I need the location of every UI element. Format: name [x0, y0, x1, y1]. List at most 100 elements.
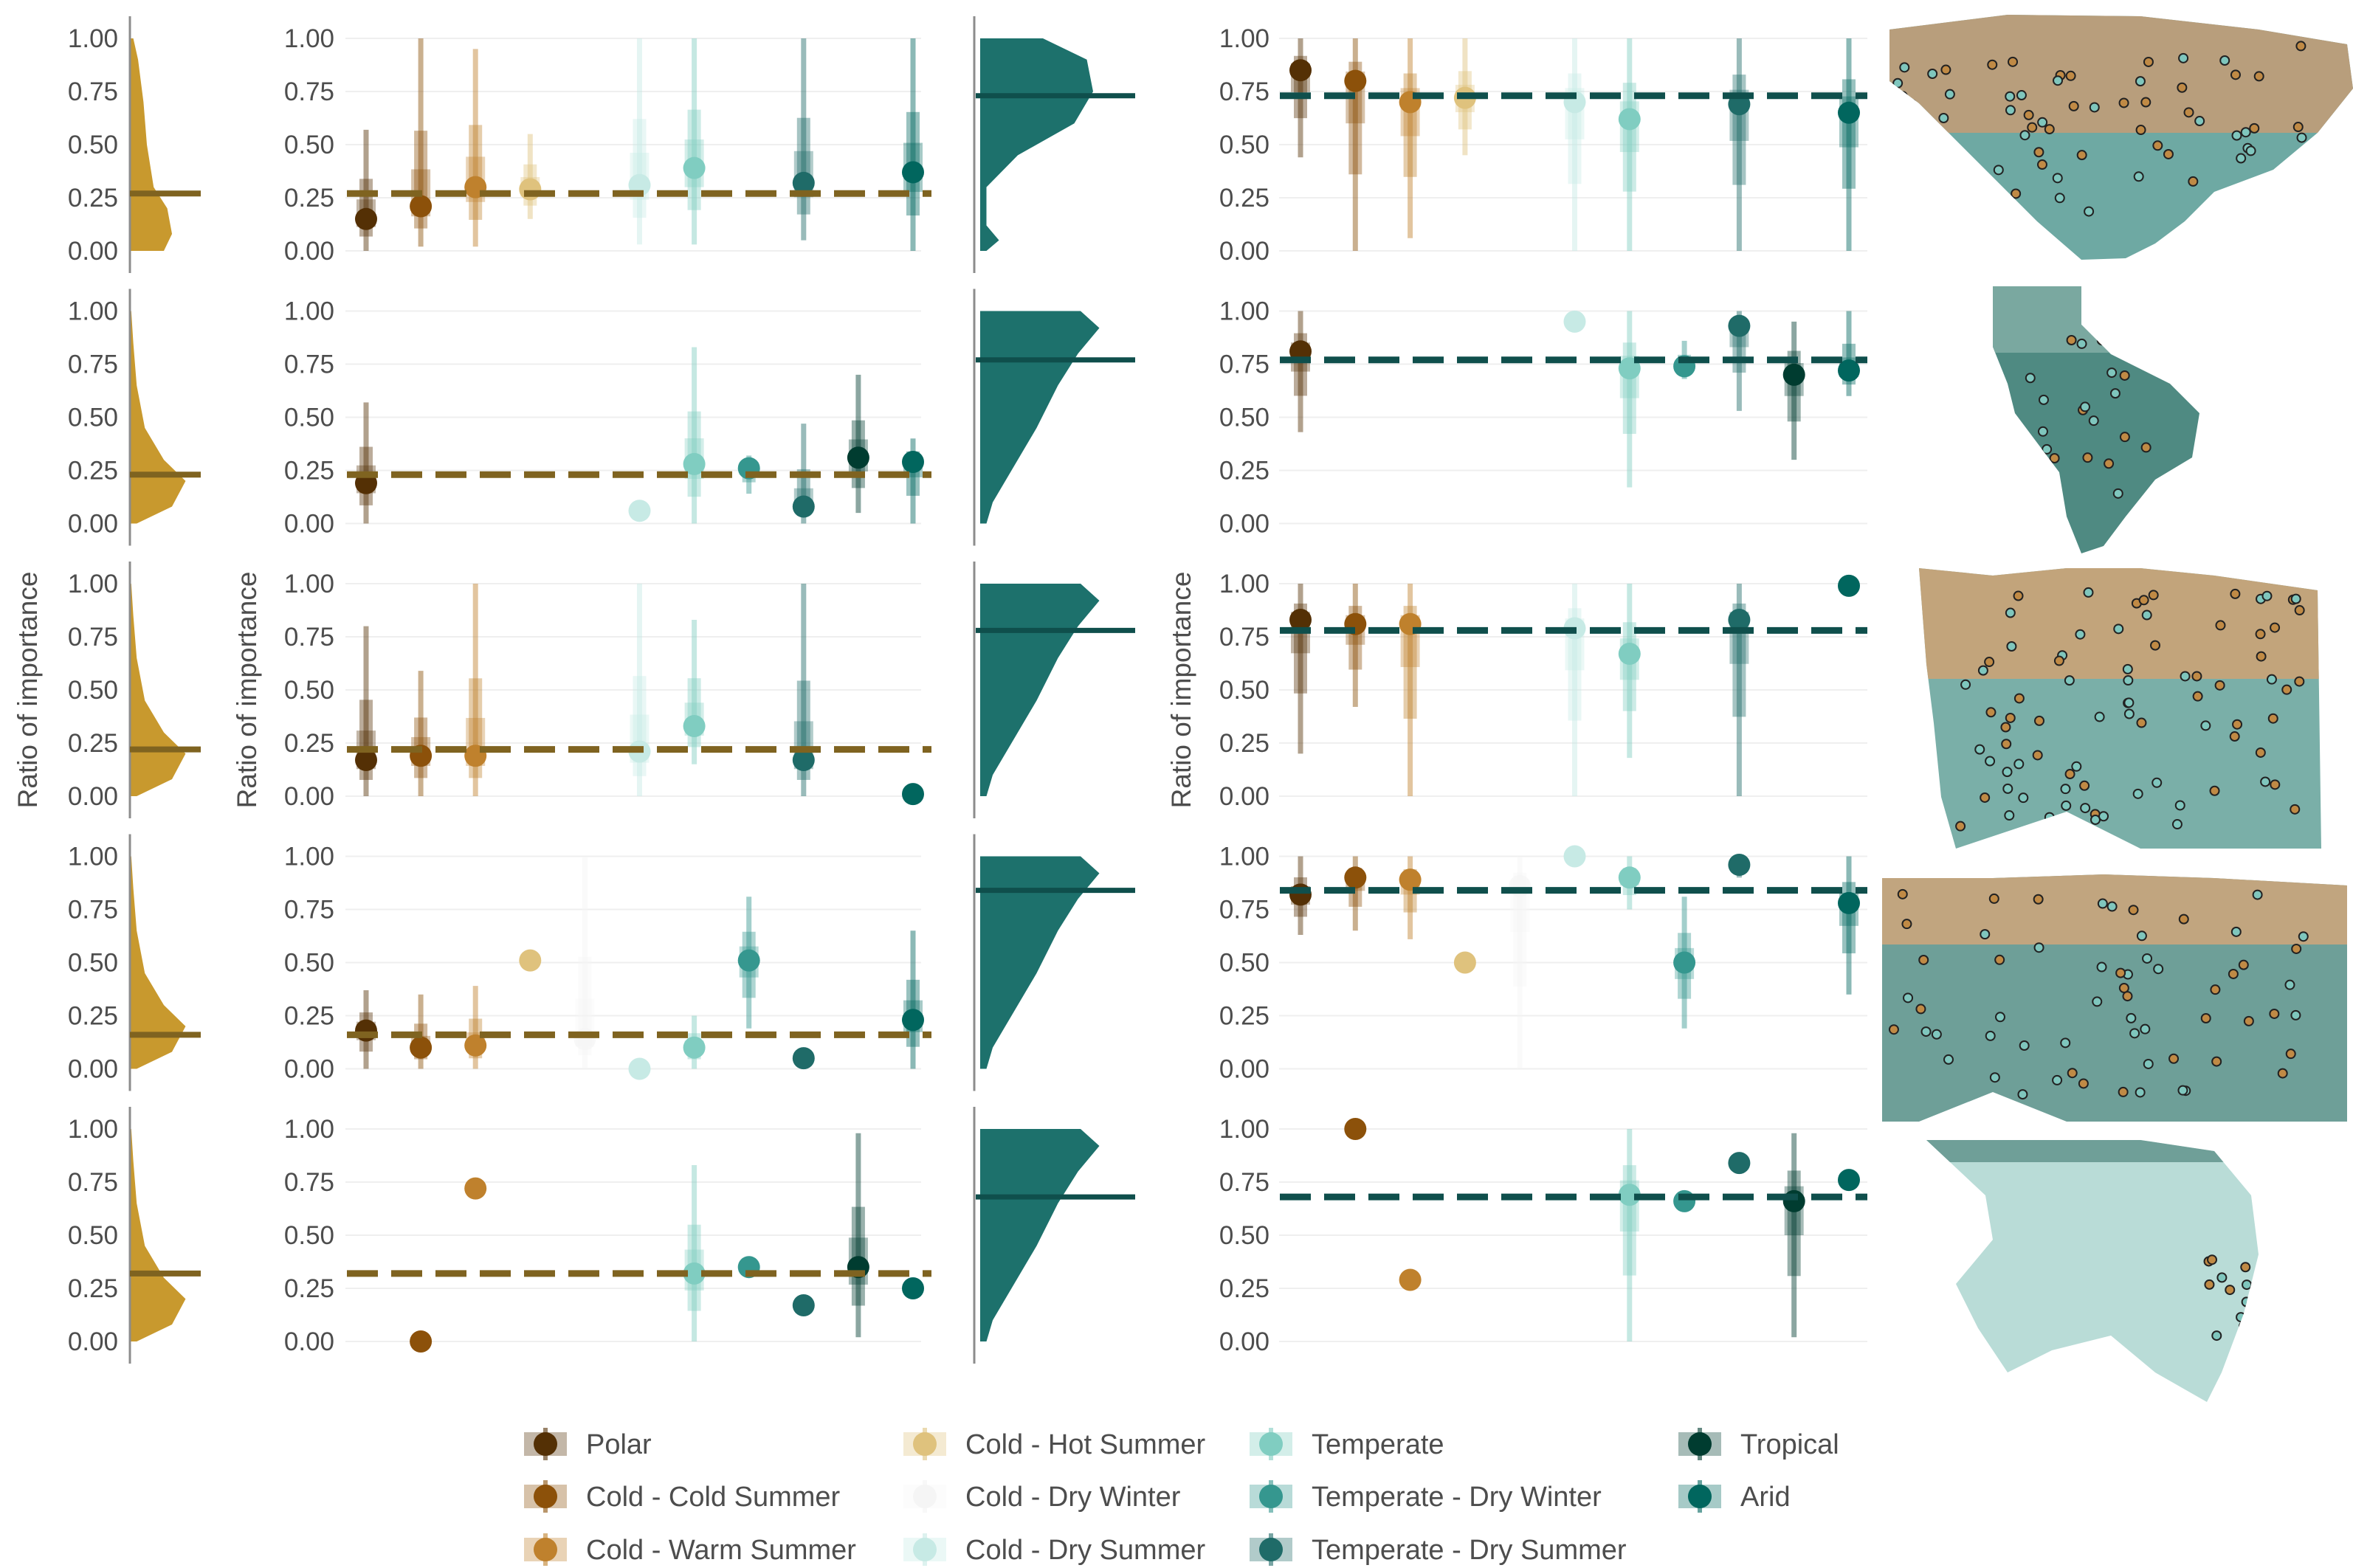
tick-label-right-points: 1.00 [1219, 24, 1269, 53]
tick-label-left-points: 0.50 [284, 131, 334, 159]
map-site-point [2281, 684, 2292, 695]
map-site-point [2295, 41, 2307, 52]
data-point [1399, 1268, 1422, 1291]
map-site-point [1901, 919, 1912, 930]
map-site-point [2044, 812, 2055, 823]
map-site-point [2194, 116, 2205, 127]
map-site-point [2027, 122, 2038, 133]
map-site-point [1989, 1072, 2000, 1083]
map-site-point [2191, 671, 2202, 682]
tick-label-right-points: 0.25 [1219, 184, 1269, 213]
legend-item: Temperate - Dry Summer [1250, 1533, 1627, 1566]
map-site-point [2115, 967, 2126, 978]
map-site-point [1980, 792, 1991, 803]
map-site-point [2178, 52, 2189, 63]
data-point [355, 1019, 377, 1042]
map-site-point [2054, 193, 2065, 204]
map-site-point [1903, 180, 1914, 191]
data-point [410, 195, 433, 218]
map-site-point [2214, 680, 2225, 691]
tick-label-right-points: 0.75 [1219, 350, 1269, 379]
map-site-point [2013, 693, 2025, 704]
map-site-point [2038, 394, 2049, 405]
map-site-point [1993, 165, 2004, 176]
map-site-point [1985, 1030, 1996, 1041]
map-site-point [2023, 109, 2034, 120]
map-site-point [2025, 373, 2036, 384]
map-site-point [2125, 345, 2136, 356]
map-site-point [2098, 811, 2109, 822]
legend-item: Cold - Cold Summer [524, 1480, 841, 1513]
map-site-point [2138, 595, 2149, 606]
map-upper-zone [1882, 874, 2347, 944]
map-site-point [2230, 588, 2241, 599]
map-site-point [2269, 1008, 2280, 1019]
map-site-point [2033, 486, 2044, 497]
map-site-point [2240, 127, 2251, 138]
tick-label-left-density: 0.00 [68, 237, 118, 266]
map-site-point [2290, 593, 2301, 604]
legend-key-dot [913, 1538, 937, 1561]
data-point [355, 207, 377, 230]
map-site-point [2109, 388, 2121, 399]
map-site-point [2005, 712, 2016, 723]
data-point [902, 1277, 924, 1299]
tick-label-left-density: 0.75 [68, 896, 118, 925]
data-point [1509, 874, 1532, 897]
map-site-point [1994, 1012, 2005, 1023]
map-site-point [2124, 328, 2135, 339]
data-point [902, 783, 924, 806]
map-site-point [2168, 1053, 2180, 1064]
map-site-point [2061, 800, 2072, 811]
tick-label-left-points: 0.75 [284, 1168, 334, 1197]
map-site-point [2126, 1012, 2137, 1023]
map-site-point [2211, 1056, 2222, 1067]
map-site-point [2252, 889, 2263, 900]
map-site-point [1931, 1029, 1942, 1040]
map-site-point [2253, 71, 2264, 82]
tick-label-left-density: 1.00 [68, 1115, 118, 1144]
data-point [683, 156, 706, 179]
legend-key-dot [534, 1538, 557, 1561]
map-site-point [2001, 204, 2012, 215]
tick-label-left-points: 1.00 [284, 24, 334, 53]
legend-item: Tropical [1678, 1428, 1839, 1460]
legend-item: Polar [524, 1428, 652, 1460]
tick-label-right-points: 0.75 [1219, 623, 1269, 652]
data-point [1838, 359, 1860, 382]
legend: Polar Cold - Cold Summer Cold - Warm Summe… [524, 1428, 1839, 1566]
map-site-point [2119, 370, 2130, 381]
data-point [792, 495, 815, 518]
row-panel-3: 1.00 0.75 0.50 0.25 0.00 1.00 0.75 0.50 0.25 0.00… [68, 562, 1867, 818]
map-site-point [1908, 198, 1919, 210]
map-site-point [2032, 750, 2043, 761]
tick-label-left-density: 0.25 [68, 1274, 118, 1303]
map-site-point [2270, 622, 2281, 633]
data-point [1838, 891, 1860, 914]
map-site-point [2200, 1013, 2211, 1024]
tick-label-left-points: 0.00 [284, 510, 334, 539]
map-site-point [2016, 90, 2027, 101]
legend-item: Cold - Dry Winter [903, 1480, 1181, 1513]
tick-label-left-points: 0.25 [284, 1002, 334, 1031]
map-site-point [2231, 130, 2242, 141]
legend-key-dot [913, 1485, 937, 1508]
legend-label: Tropical [1740, 1429, 1839, 1460]
map-site-point [2216, 1272, 2228, 1283]
data-point [1344, 866, 1367, 889]
map-site-point [2192, 691, 2203, 702]
map-site-point [1888, 1024, 1899, 1035]
map-site-point [2128, 905, 2139, 916]
tick-label-left-points: 0.00 [284, 1327, 334, 1356]
map-site-point [1897, 91, 1908, 102]
data-point [1728, 854, 1751, 877]
map-site-point [1906, 99, 1918, 110]
map-site-point [2097, 898, 2108, 909]
map-site-point [2008, 56, 2019, 67]
legend-label: Polar [586, 1429, 652, 1460]
data-point [1289, 608, 1312, 631]
data-point [902, 161, 924, 184]
tick-label-left-points: 0.25 [284, 729, 334, 758]
map-site-point [2118, 97, 2129, 108]
legend-key-dot [1688, 1432, 1712, 1456]
